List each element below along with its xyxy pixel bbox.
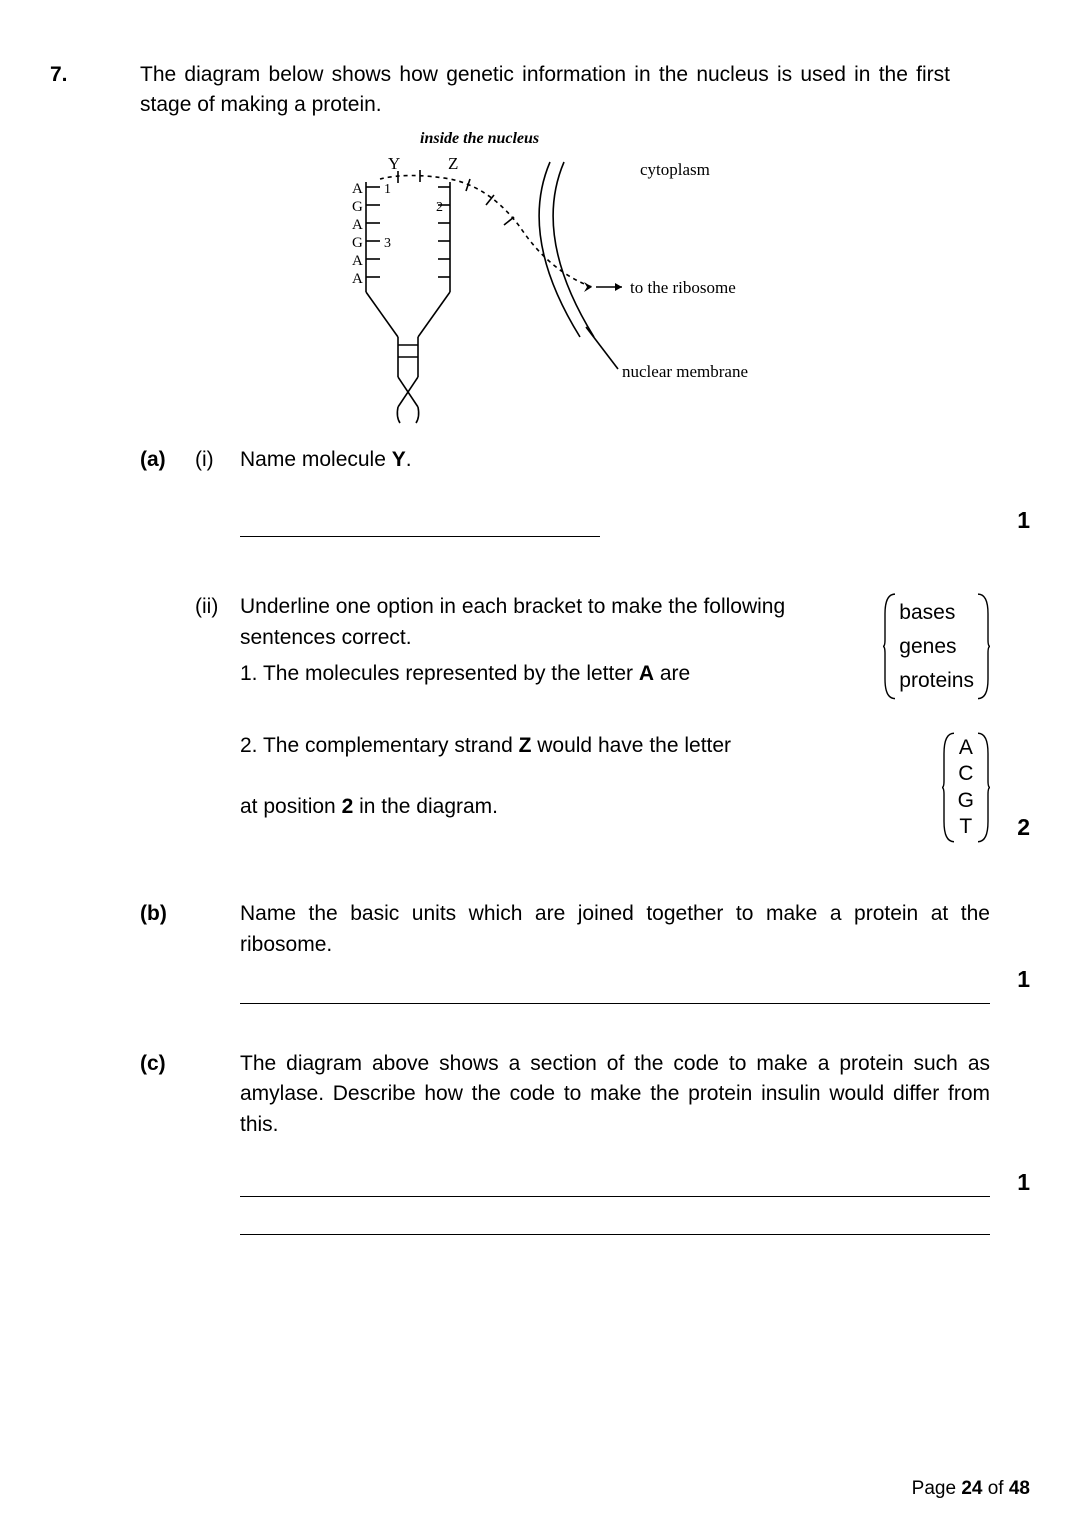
part-b-body: Name the basic units which are joined to…: [240, 899, 990, 1004]
marks-c: 1: [990, 1166, 1030, 1235]
answer-line-a-i: [240, 535, 600, 537]
part-b-row: (b) Name the basic units which are joine…: [50, 899, 1030, 1004]
a-i-post: .: [406, 448, 412, 471]
a-ii-s2-pre: 2. The complementary strand: [240, 734, 519, 757]
rung-num-1: 1: [384, 182, 391, 197]
a-ii-intro: Underline one option in each bracket to …: [240, 592, 869, 653]
label-membrane: nuclear membrane: [622, 362, 748, 381]
a-ii-s2b-post: in the diagram.: [353, 795, 498, 818]
rung-num-3: 3: [384, 236, 391, 251]
page-footer: Page 24 of 48: [912, 1475, 1030, 1503]
part-a-ii-body: Underline one option in each bracket to …: [240, 592, 990, 844]
a-i-pre: Name molecule: [240, 448, 392, 471]
part-a-i-row: (a) (i) Name molecule Y. 1: [50, 445, 1030, 537]
label-cytoplasm: cytoplasm: [640, 160, 710, 179]
rung-num-2: 2: [436, 200, 443, 215]
part-c-text: The diagram above shows a section of the…: [240, 1052, 990, 1136]
base-5: A: [352, 271, 363, 287]
part-a-i-roman: (i): [195, 445, 240, 475]
a-ii-s2b-pre: at position: [240, 795, 342, 818]
question-intro-text: The diagram below shows how genetic info…: [140, 60, 990, 121]
bracket-2: A C G T: [942, 731, 990, 844]
question-number: 7.: [50, 60, 140, 90]
bracket2-opt-2: G: [958, 788, 974, 814]
a-ii-s2-post: would have the letter: [531, 734, 731, 757]
part-c-body: The diagram above shows a section of the…: [240, 1049, 990, 1235]
footer-total: 48: [1009, 1478, 1030, 1499]
base-3: G: [352, 235, 363, 251]
footer-pre: Page: [912, 1478, 962, 1499]
part-c-label: (c): [140, 1049, 195, 1079]
a-i-bold: Y: [392, 448, 406, 471]
exam-page: 7. The diagram below shows how genetic i…: [0, 0, 1080, 1527]
diagram-title: inside the nucleus: [420, 130, 539, 147]
footer-mid: of: [982, 1478, 1008, 1499]
marks-b: 1: [990, 963, 1030, 1004]
bracket2-opt-0: A: [958, 735, 974, 761]
label-z: Z: [448, 154, 458, 173]
bracket-1: bases genes proteins: [883, 592, 990, 701]
part-a-label: (a): [140, 445, 195, 475]
base-0: A: [352, 181, 363, 197]
bracket-right-icon: [976, 592, 990, 701]
answer-line-b: [240, 1002, 990, 1004]
answer-line-c-1: [240, 1195, 990, 1197]
a-ii-s2b-bold: 2: [342, 795, 354, 818]
bracket-right-icon: [976, 731, 990, 844]
bracket-left-icon: [942, 731, 956, 844]
part-b-text: Name the basic units which are joined to…: [240, 902, 990, 955]
answer-line-c-2: [240, 1233, 990, 1235]
marks-a-ii: 2: [990, 811, 1030, 844]
footer-page: 24: [961, 1478, 982, 1499]
diagram-container: inside the nucleus Y Z A G A G A A: [50, 127, 1030, 427]
marks-a-i: 1: [990, 504, 1030, 537]
base-2: A: [352, 217, 363, 233]
bracket1-opt-1: genes: [899, 630, 974, 664]
part-c-row: (c) The diagram above shows a section of…: [50, 1049, 1030, 1235]
label-ribosome: to the ribosome: [630, 278, 736, 297]
part-b-label: (b): [140, 899, 195, 929]
bracket2-opt-1: C: [958, 761, 974, 787]
base-4: A: [352, 253, 363, 269]
part-a-ii-row: (ii) Underline one option in each bracke…: [50, 592, 1030, 844]
a-ii-s1-post: are: [654, 662, 690, 685]
bracket1-opt-2: proteins: [899, 664, 974, 698]
bracket-left-icon: [883, 592, 897, 701]
bracket1-opt-0: bases: [899, 596, 974, 630]
part-a-i-body: Name molecule Y.: [240, 445, 990, 537]
label-y: Y: [388, 154, 400, 173]
question-intro-row: 7. The diagram below shows how genetic i…: [50, 60, 1030, 121]
a-ii-s1-pre: 1. The molecules represented by the lett…: [240, 662, 639, 685]
part-a-ii-roman: (ii): [195, 592, 240, 622]
a-ii-s2-bold: Z: [519, 734, 532, 757]
base-1: G: [352, 199, 363, 215]
bracket2-opt-3: T: [958, 814, 974, 840]
transcription-diagram: inside the nucleus Y Z A G A G A A: [280, 127, 800, 427]
a-ii-s1-bold: A: [639, 662, 654, 685]
